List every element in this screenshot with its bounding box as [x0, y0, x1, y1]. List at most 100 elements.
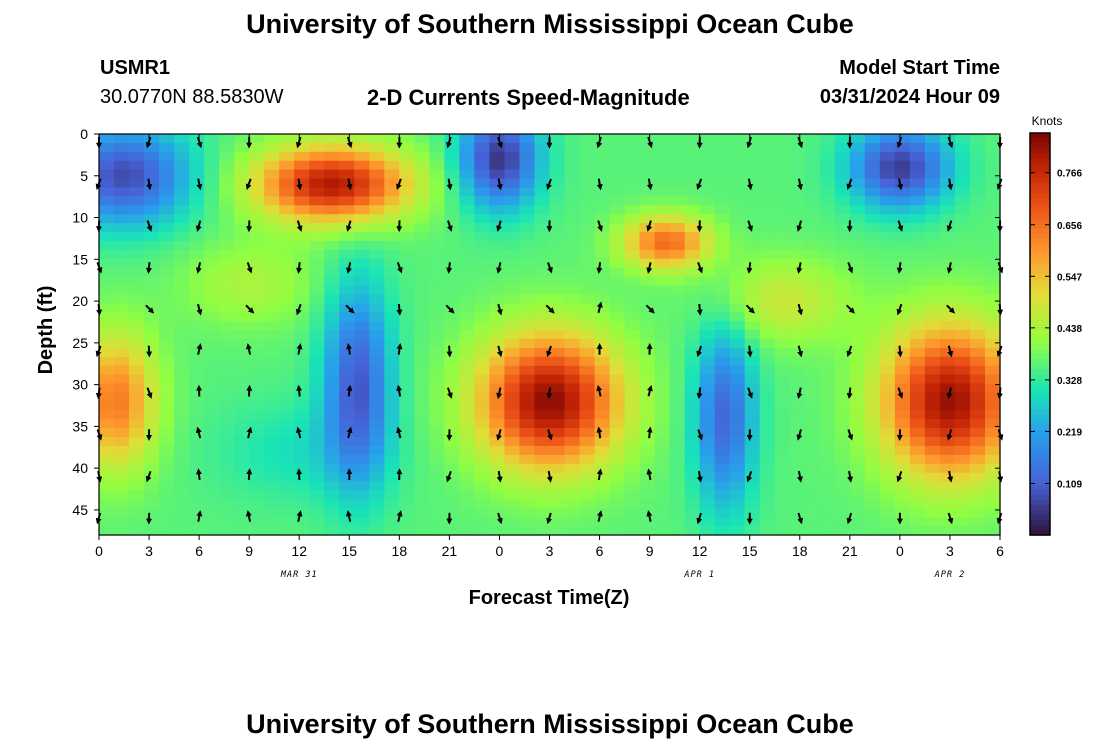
heatmap-cell	[954, 445, 971, 456]
heatmap-cell	[234, 454, 250, 465]
current-arrow	[246, 426, 253, 439]
heatmap-cell	[594, 312, 611, 322]
heatmap-cell	[579, 508, 596, 518]
heatmap-cell	[849, 178, 866, 189]
heatmap-cell	[849, 410, 866, 420]
heatmap-cell	[429, 240, 445, 251]
heatmap-cell	[564, 526, 581, 536]
heatmap-cell	[414, 232, 430, 242]
heatmap-cell	[174, 178, 190, 189]
colorbar-swatch	[1030, 303, 1050, 310]
heatmap-cell	[294, 223, 310, 233]
heatmap-cell	[684, 151, 701, 162]
heatmap-cell	[714, 410, 731, 420]
heatmap-cell	[444, 436, 460, 447]
heatmap-cell	[474, 436, 491, 447]
heatmap-cell	[804, 365, 821, 376]
heatmap-cell	[294, 294, 310, 304]
heatmap-cell	[954, 347, 971, 358]
heatmap-cell	[564, 490, 581, 500]
heatmap-cell	[564, 249, 581, 260]
heatmap-cell	[894, 232, 911, 242]
heatmap-cell	[669, 258, 686, 269]
heatmap-cell	[459, 214, 476, 224]
heatmap-cell	[729, 169, 746, 180]
heatmap-cell	[294, 214, 310, 224]
heatmap-cell	[909, 330, 926, 340]
heatmap-cell	[969, 356, 986, 367]
heatmap-cell	[339, 142, 355, 153]
heatmap-cell	[804, 436, 821, 447]
heatmap-cell	[714, 134, 731, 144]
heatmap-cell	[984, 214, 1001, 224]
heatmap-cell	[684, 142, 701, 153]
heatmap-cell	[669, 526, 686, 536]
heatmap-cell	[564, 481, 581, 492]
heatmap-cell	[339, 267, 355, 278]
heatmap-cell	[429, 223, 445, 233]
heatmap-cell	[624, 303, 641, 313]
heatmap-cell	[939, 445, 956, 456]
heatmap-cell	[564, 401, 581, 411]
heatmap-cell	[504, 294, 521, 304]
heatmap-cell	[519, 526, 536, 536]
heatmap-cell	[354, 410, 370, 420]
heatmap-cell	[879, 285, 896, 295]
heatmap-cell	[174, 481, 190, 492]
heatmap-cell	[879, 499, 896, 509]
heatmap-cell	[129, 178, 145, 189]
heatmap-cell	[594, 142, 611, 153]
heatmap-cell	[774, 160, 791, 171]
colorbar-swatch	[1030, 474, 1050, 481]
heatmap-cell	[834, 169, 851, 180]
heatmap-cell	[339, 258, 355, 269]
heatmap-cell	[879, 160, 896, 171]
heatmap-cell	[924, 196, 941, 206]
heatmap-cell	[429, 196, 445, 206]
heatmap-cell	[354, 258, 370, 269]
heatmap-cell	[654, 445, 671, 456]
heatmap-cell	[939, 196, 956, 206]
current-arrow	[545, 304, 555, 314]
heatmap-cell	[789, 249, 806, 260]
heatmap-cell	[864, 294, 881, 304]
current-arrow	[145, 304, 155, 314]
heatmap-cell	[759, 347, 776, 358]
heatmap-cell	[669, 249, 686, 260]
heatmap-cell	[954, 383, 971, 394]
heatmap-cell	[939, 134, 956, 144]
heatmap-cell	[309, 169, 325, 180]
heatmap-cell	[579, 517, 596, 527]
heatmap-cell	[129, 499, 145, 509]
heatmap-cell	[654, 356, 671, 367]
heatmap-cell	[429, 392, 445, 402]
heatmap-cell	[384, 374, 400, 385]
heatmap-cell	[534, 205, 551, 215]
heatmap-cell	[864, 178, 881, 189]
heatmap-cell	[99, 401, 115, 411]
heatmap-cell	[459, 526, 476, 536]
heatmap-cell	[354, 232, 370, 242]
heatmap-cell	[759, 445, 776, 456]
heatmap-cell	[519, 169, 536, 180]
y-tick-label: 35	[72, 418, 88, 434]
heatmap-cell	[144, 445, 160, 456]
heatmap-cell	[759, 330, 776, 340]
heatmap-cell	[219, 347, 235, 358]
heatmap-cell	[789, 223, 806, 233]
heatmap-cell	[189, 436, 205, 447]
heatmap-cell	[159, 249, 175, 260]
heatmap-cell	[189, 214, 205, 224]
heatmap-cell	[699, 160, 716, 171]
y-tick-label: 5	[80, 168, 88, 184]
heatmap-cell	[339, 428, 355, 438]
x-tick-label: 3	[546, 543, 554, 559]
heatmap-cell	[609, 374, 626, 385]
heatmap-cell	[249, 249, 265, 260]
heatmap-cell	[414, 240, 430, 251]
heatmap-cell	[534, 187, 551, 197]
heatmap-cell	[174, 392, 190, 402]
heatmap-cell	[264, 526, 280, 536]
heatmap-cell	[879, 401, 896, 411]
heatmap-cell	[759, 134, 776, 144]
